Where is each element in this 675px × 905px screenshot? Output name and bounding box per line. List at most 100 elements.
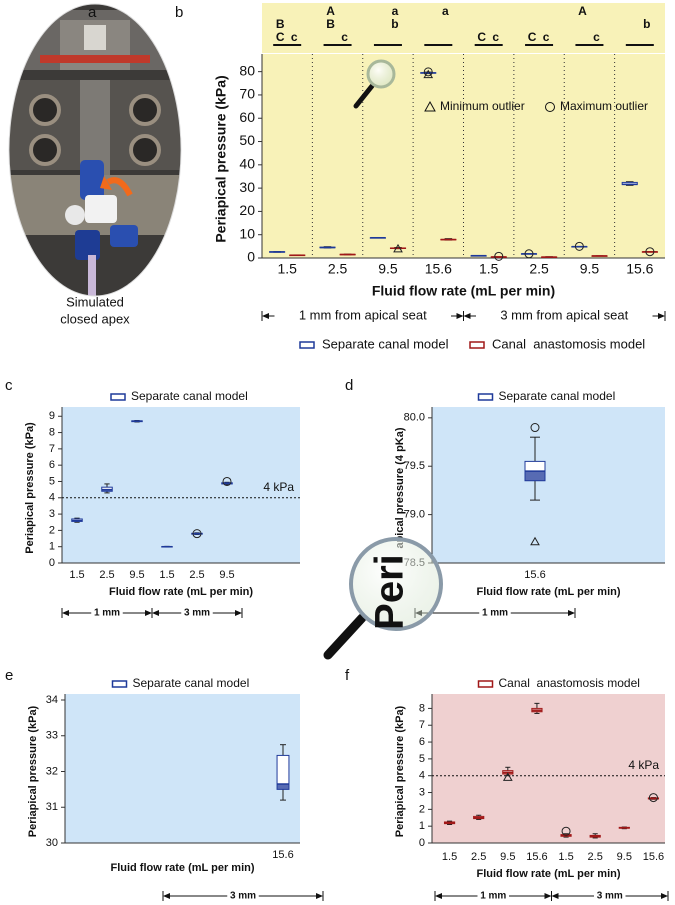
caption: Simulated: [66, 294, 124, 309]
group-label: 1 mm from apical seat: [299, 307, 427, 322]
significance-letter: B: [326, 17, 335, 31]
y-tick-label: 60: [239, 109, 255, 125]
group-label: 1 mm: [480, 891, 506, 902]
min-outlier: [530, 536, 540, 546]
legend-swatch: [299, 341, 315, 349]
group-label-bg: [477, 888, 510, 904]
max-outlier: [423, 67, 433, 77]
significance-letter: A: [578, 4, 587, 18]
group-label: 3 mm: [184, 608, 210, 619]
magnified-text: Peri: [368, 554, 412, 630]
y-tick-label: 34: [46, 694, 58, 706]
legend-swatch: [110, 393, 126, 401]
y-axis-label: Periapical pressure (kPa): [213, 75, 229, 242]
significance-letter: C: [477, 30, 486, 44]
box-lower: [531, 710, 543, 712]
min-outlier: [502, 772, 513, 781]
max-outlier: [561, 826, 571, 836]
caption: closed apex: [60, 311, 130, 326]
x-tick-label: 9.5: [219, 569, 234, 581]
x-tick-label: 15.6: [626, 261, 653, 277]
y-tick-label: 0: [247, 249, 255, 265]
significance-letter: c: [543, 30, 550, 44]
x-axis-label: Fluid flow rate (mL per min): [110, 862, 254, 874]
significance-letter: c: [341, 30, 348, 44]
x-tick-label: 9.5: [378, 261, 398, 277]
x-tick-label: 1.5: [159, 569, 174, 581]
y-tick-label: 30: [46, 837, 58, 849]
panel-label: e: [5, 667, 13, 684]
group-label: 3 mm: [597, 891, 623, 902]
legend-label: Separate canal model: [131, 389, 248, 403]
magnifier-large: Peri: [323, 537, 443, 660]
y-tick-label: 80.0: [404, 412, 425, 424]
panel-label: c: [5, 377, 13, 394]
x-tick-label: 15.6: [524, 569, 545, 581]
x-tick-label: 1.5: [479, 261, 499, 277]
group-label-bg: [91, 605, 123, 621]
x-tick-label: 2.5: [189, 569, 204, 581]
max-outlier: [192, 529, 202, 539]
plot-background: [62, 407, 300, 563]
legend-triangle: [424, 100, 436, 112]
max-outlier: [648, 793, 658, 803]
y-tick-label: 9: [49, 410, 55, 422]
group-label-bg: [593, 888, 626, 904]
letters-background: [262, 3, 665, 53]
box-lower: [525, 471, 545, 481]
y-tick-label: 70: [239, 86, 255, 102]
y-tick-label: 6: [419, 736, 425, 748]
significance-letter: c: [291, 30, 298, 44]
x-tick-label: 15.6: [643, 851, 664, 863]
x-tick-label: 1.5: [69, 569, 84, 581]
y-tick-label: 0: [49, 557, 55, 569]
significance-letter: c: [593, 30, 600, 44]
y-tick-label: 4: [419, 770, 425, 782]
panel-label: d: [345, 377, 353, 394]
apparatus-photo: [9, 4, 181, 296]
x-tick-label: 2.5: [328, 261, 348, 277]
y-tick-label: 5: [419, 753, 425, 765]
x-tick-label: 15.6: [526, 851, 547, 863]
x-tick-label: 2.5: [471, 851, 486, 863]
legend-circle: [545, 102, 555, 112]
outlier-legend-label: Minimum outlier: [440, 99, 525, 113]
group-label: 3 mm from apical seat: [500, 307, 628, 322]
y-tick-label: 79.5: [404, 460, 425, 472]
x-tick-label: 9.5: [500, 851, 515, 863]
threshold-label: 4 kPa: [628, 758, 659, 772]
threshold-label: 4 kPa: [263, 480, 294, 494]
significance-letter: A: [326, 4, 335, 18]
x-tick-label: 2.5: [588, 851, 603, 863]
y-tick-label: 6: [49, 459, 55, 471]
plot-background: [432, 694, 665, 843]
box-lower: [277, 784, 289, 790]
y-tick-label: 8: [49, 426, 55, 438]
y-tick-label: 20: [239, 202, 255, 218]
legend-swatch: [477, 393, 494, 401]
plot-background: [432, 407, 665, 563]
legend-label: Separate canal model: [322, 336, 449, 351]
legend-label: Separate canal model: [499, 389, 616, 403]
y-axis-label: apical pressure (4 pKa): [394, 427, 406, 548]
min-outlier: [423, 69, 434, 79]
legend-swatch: [111, 680, 128, 688]
y-tick-label: 33: [46, 730, 58, 742]
max-outlier: [645, 247, 655, 257]
y-tick-label: 10: [239, 225, 255, 241]
y-axis-label: Periapical pressure (kPa): [394, 705, 406, 837]
x-tick-label: 9.5: [129, 569, 144, 581]
max-outlier: [222, 476, 232, 486]
y-tick-label: 2: [419, 803, 425, 815]
y-tick-label: 1: [49, 541, 55, 553]
y-axis-label: Periapical pressure (kPa): [24, 422, 36, 554]
significance-letter: C: [276, 30, 285, 44]
legend-swatch: [469, 341, 485, 349]
x-tick-label: 9.5: [580, 261, 600, 277]
group-label: 3 mm: [230, 891, 256, 902]
significance-letter: a: [442, 4, 449, 18]
max-outlier: [494, 251, 504, 261]
x-tick-label: 1.5: [558, 851, 573, 863]
